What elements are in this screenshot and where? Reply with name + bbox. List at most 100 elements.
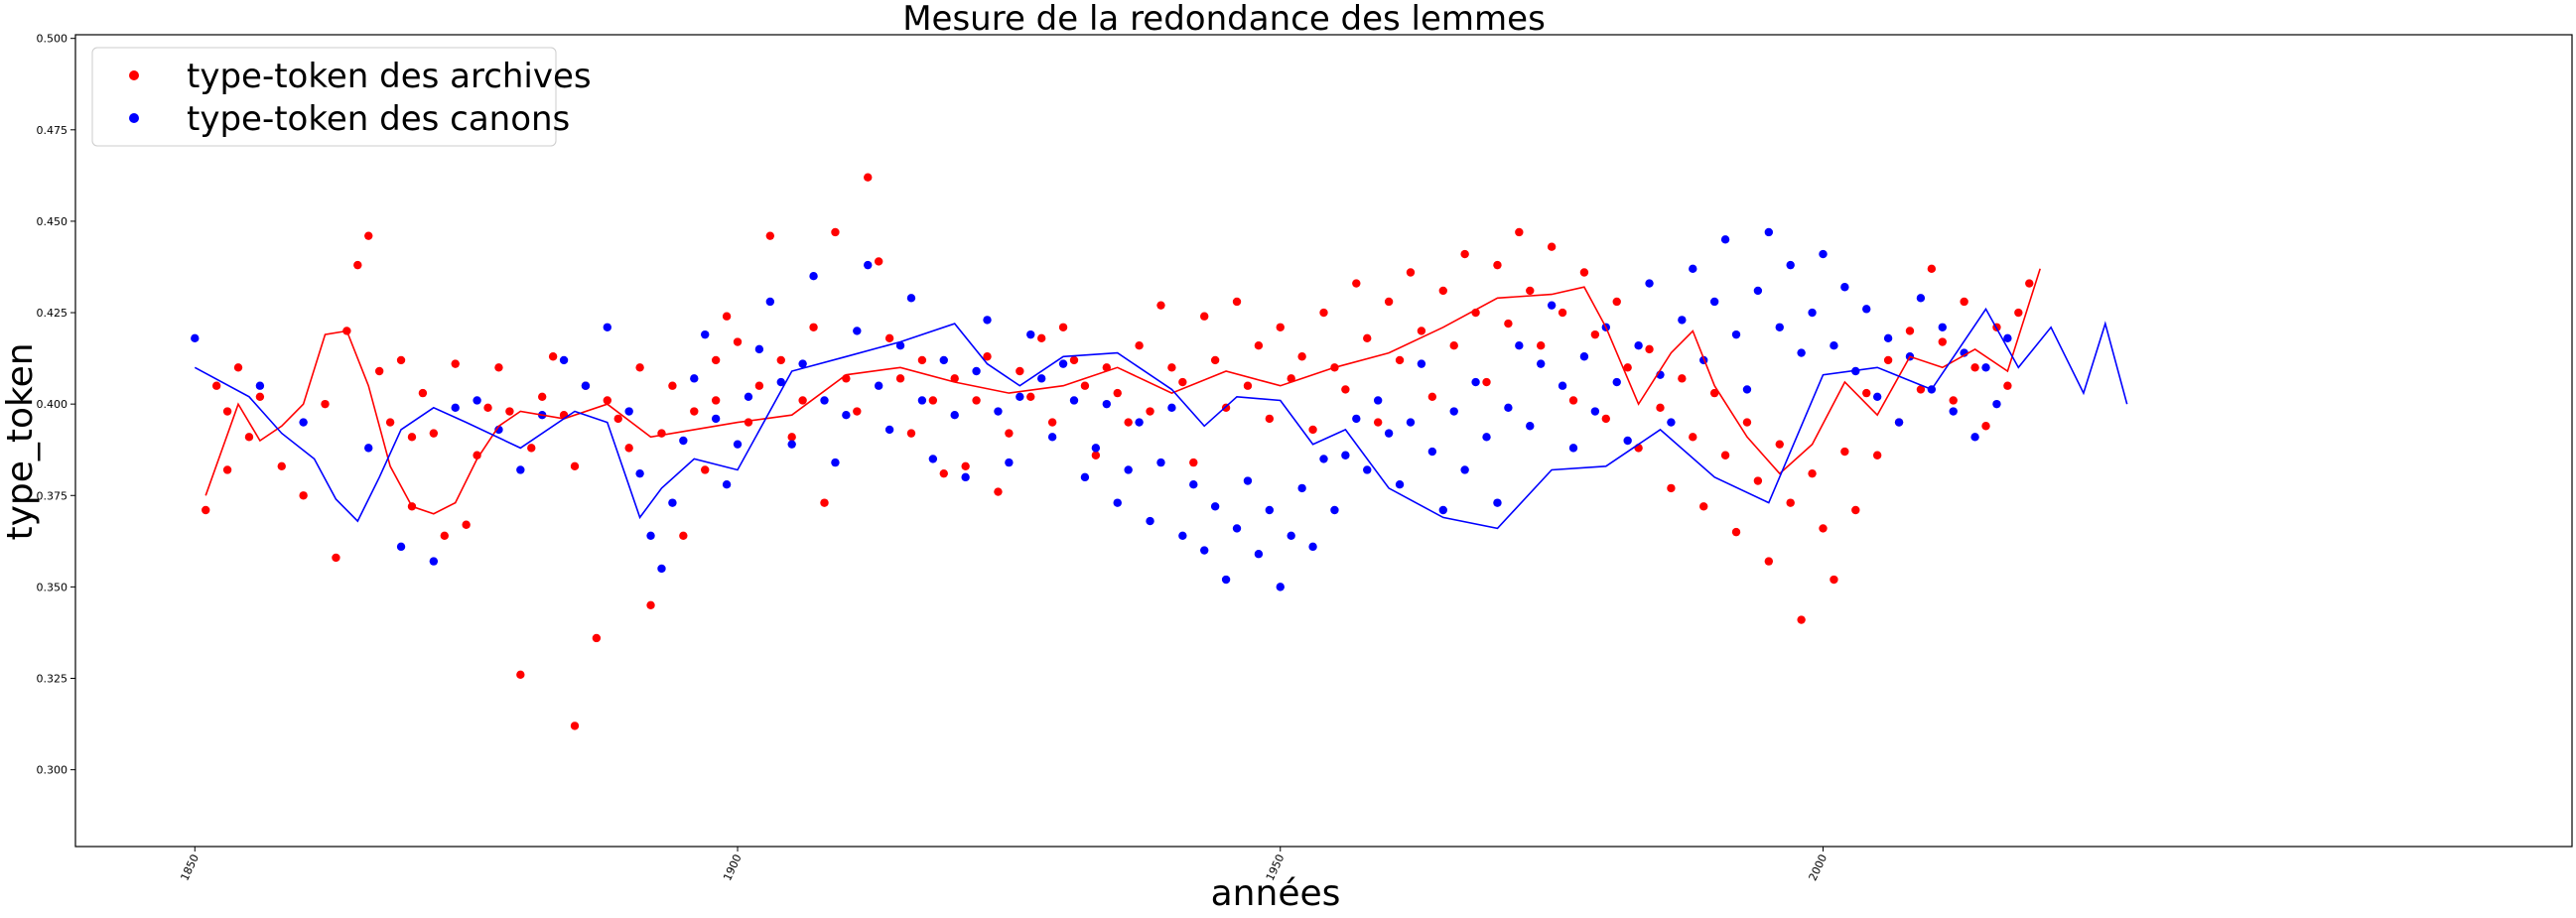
- data-point: [1069, 355, 1079, 365]
- data-point: [1938, 337, 1947, 346]
- data-point: [1753, 286, 1763, 296]
- data-point: [1232, 297, 1242, 307]
- data-point: [1753, 476, 1763, 485]
- data-point: [1883, 333, 1893, 343]
- data-point: [1308, 542, 1317, 552]
- data-point: [1916, 385, 1926, 394]
- data-point: [754, 381, 764, 390]
- data-point: [202, 505, 210, 515]
- data-point: [1363, 465, 1372, 474]
- data-point: [950, 374, 959, 383]
- data-point: [690, 407, 699, 416]
- data-point: [1970, 363, 1979, 372]
- data-point: [1872, 451, 1882, 459]
- data-point: [1113, 498, 1122, 507]
- plot-area: [74, 34, 2573, 848]
- data-point: [1731, 329, 1741, 339]
- data-point: [1243, 476, 1253, 485]
- data-point: [1547, 301, 1557, 310]
- data-point: [222, 465, 232, 474]
- data-point: [1731, 527, 1741, 537]
- data-point: [928, 396, 938, 405]
- data-point: [1612, 297, 1621, 307]
- data-point: [1579, 268, 1589, 277]
- data-point: [1373, 396, 1383, 405]
- data-point: [744, 418, 753, 427]
- data-point: [1449, 407, 1458, 416]
- data-point: [483, 403, 492, 413]
- data-point: [884, 425, 894, 435]
- data-point: [733, 337, 743, 346]
- data-point: [646, 600, 655, 610]
- data-point: [994, 407, 1003, 416]
- data-point: [1005, 429, 1014, 438]
- data-point: [1016, 366, 1024, 376]
- data-point: [1601, 414, 1611, 424]
- data-point: [1384, 429, 1394, 438]
- data-point: [1438, 286, 1447, 296]
- data-point: [1689, 264, 1697, 274]
- data-point: [1504, 319, 1513, 328]
- data-point: [211, 381, 221, 390]
- x-axis-label: années: [1211, 873, 1341, 914]
- data-point: [1840, 283, 1849, 292]
- y-axis: 0.300 0.325 0.350 0.375 0.400 0.425 0.450 0.475…: [37, 33, 75, 777]
- data-point: [1026, 329, 1035, 339]
- data-point: [1449, 340, 1458, 350]
- data-point: [494, 363, 503, 372]
- data-point: [1091, 451, 1101, 459]
- data-point: [1515, 340, 1524, 350]
- data-point: [1352, 414, 1361, 424]
- legend-label: type-token des archives: [187, 57, 592, 96]
- data-point: [1504, 403, 1513, 413]
- data-point: [1113, 388, 1122, 398]
- data-point: [1189, 480, 1198, 489]
- data-point: [1047, 433, 1057, 442]
- data-point: [418, 388, 428, 398]
- legend-frame: [91, 47, 557, 147]
- data-point: [906, 429, 916, 438]
- y-axis-label: type_token: [0, 342, 41, 540]
- data-point: [787, 440, 796, 449]
- data-point: [1200, 546, 1209, 555]
- data-point: [1265, 414, 1275, 424]
- data-point: [939, 468, 948, 478]
- data-point: [668, 498, 677, 507]
- legend-marker: [129, 113, 139, 123]
- data-point: [1819, 524, 1828, 533]
- data-point: [255, 381, 265, 390]
- data-point: [820, 396, 829, 405]
- trend-line-2: [194, 307, 2128, 530]
- data-point: [917, 355, 927, 365]
- data-point: [473, 396, 481, 405]
- data-point: [1819, 249, 1828, 259]
- data-point: [1406, 418, 1416, 427]
- data-point: [1623, 436, 1632, 446]
- data-point: [2014, 308, 2023, 318]
- data-point: [1373, 418, 1383, 427]
- data-point: [1689, 433, 1697, 442]
- data-point: [874, 257, 883, 266]
- data-point: [798, 396, 807, 405]
- data-point: [809, 323, 818, 331]
- data-point: [494, 425, 503, 435]
- data-point: [1482, 377, 1491, 387]
- data-point: [1536, 359, 1546, 368]
- data-point: [1709, 297, 1719, 307]
- data-point: [299, 491, 308, 500]
- data-point: [1254, 550, 1264, 559]
- data-point: [864, 260, 873, 270]
- data-point: [613, 414, 622, 424]
- data-point: [1938, 323, 1947, 331]
- data-point: [1526, 286, 1535, 296]
- data-point: [1872, 392, 1882, 401]
- data-point: [1590, 407, 1600, 416]
- data-point: [722, 312, 732, 321]
- y-tick-label: 0.475: [37, 124, 68, 137]
- data-point: [592, 633, 602, 643]
- data-point: [1568, 396, 1578, 405]
- data-point: [1080, 381, 1090, 390]
